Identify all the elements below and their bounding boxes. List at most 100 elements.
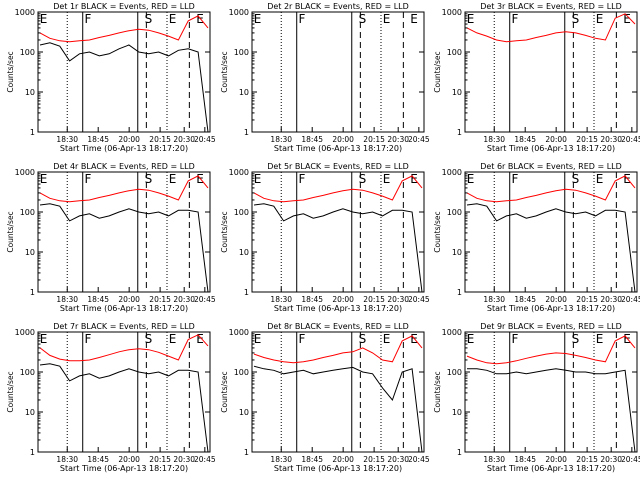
y-tick-label: 10 [25, 248, 35, 257]
y-axis-label: Counts/sec [6, 51, 15, 92]
x-tick-label: 20:45 [408, 135, 430, 144]
event-marker-label: E [596, 172, 604, 186]
x-axis-label: Start Time (06-Apr-13 18:17:20) [487, 464, 615, 473]
x-axis-label: Start Time (06-Apr-13 18:17:20) [60, 464, 188, 473]
panel-title: Det 1r BLACK = Events, RED = LLD [53, 2, 195, 11]
x-tick-label: 20:30 [387, 295, 409, 304]
x-tick-label: 20:15 [363, 455, 385, 464]
events-series-line [466, 203, 636, 293]
x-tick-label: 18:30 [270, 455, 292, 464]
x-tick-label: 18:45 [301, 295, 323, 304]
event-marker-label: E [467, 332, 475, 346]
y-tick-label: 1000 [229, 168, 249, 177]
events-series-line [253, 365, 423, 453]
panel-title: Det 9r BLACK = Events, RED = LLD [480, 322, 622, 331]
x-tick-label: 18:30 [270, 295, 292, 304]
y-tick-label: 10 [239, 408, 249, 417]
panel-title: Det 3r BLACK = Events, RED = LLD [480, 2, 622, 11]
events-series-line [467, 368, 636, 453]
event-marker-label: S [572, 172, 580, 186]
y-tick-label: 1 [457, 288, 462, 297]
x-tick-label: 20:00 [545, 455, 567, 464]
x-tick-label: 20:00 [332, 295, 354, 304]
x-tick-label: 20:00 [545, 135, 567, 144]
x-tick-label: 18:45 [514, 135, 536, 144]
x-tick-label: 20:45 [194, 295, 216, 304]
x-tick-label: 18:30 [56, 295, 78, 304]
y-axis-label: Counts/sec [220, 211, 229, 252]
x-tick-label: 18:45 [514, 295, 536, 304]
event-marker-label: E [254, 172, 262, 186]
x-tick-label: 20:15 [149, 135, 171, 144]
y-tick-label: 1000 [15, 328, 35, 337]
x-tick-label: 20:00 [545, 295, 567, 304]
axes-frame [464, 171, 638, 293]
x-tick-label: 20:30 [173, 135, 195, 144]
x-tick-label: 20:45 [621, 455, 640, 464]
event-marker-label: E [169, 172, 177, 186]
x-tick-label: 20:15 [363, 295, 385, 304]
y-tick-label: 100 [20, 208, 35, 217]
panel-title: Det 7r BLACK = Events, RED = LLD [53, 322, 195, 331]
x-tick-label: 20:30 [600, 455, 622, 464]
event-marker-label: E [169, 332, 177, 346]
x-tick-label: 20:45 [408, 295, 430, 304]
lld-series-line [253, 175, 423, 203]
x-tick-label: 18:45 [301, 135, 323, 144]
axes-frame [251, 331, 425, 453]
axes-frame [251, 11, 425, 133]
x-tick-label: 20:00 [332, 455, 354, 464]
y-tick-label: 100 [20, 48, 35, 57]
event-marker-label: E [383, 332, 391, 346]
x-tick-label: 20:30 [600, 135, 622, 144]
event-marker-label: E [383, 172, 391, 186]
y-axis-label: Counts/sec [6, 371, 15, 412]
x-axis-label: Start Time (06-Apr-13 18:17:20) [487, 144, 615, 153]
x-tick-label: 18:45 [514, 455, 536, 464]
panel-title: Det 5r BLACK = Events, RED = LLD [267, 162, 409, 171]
panel-title: Det 6r BLACK = Events, RED = LLD [480, 162, 622, 171]
x-tick-label: 20:15 [149, 455, 171, 464]
y-tick-label: 10 [452, 408, 462, 417]
lld-series-line [466, 175, 636, 203]
x-axis-label: Start Time (06-Apr-13 18:17:20) [487, 304, 615, 313]
x-tick-label: 18:45 [87, 135, 109, 144]
x-tick-label: 18:45 [87, 455, 109, 464]
lld-series-line [253, 335, 423, 364]
x-axis-label: Start Time (06-Apr-13 18:17:20) [274, 144, 402, 153]
event-marker-label: E [596, 332, 604, 346]
y-tick-label: 1 [457, 128, 462, 137]
x-axis-label: Start Time (06-Apr-13 18:17:20) [274, 304, 402, 313]
lld-series-line [466, 335, 636, 365]
y-tick-label: 1000 [442, 8, 462, 17]
event-marker-label: E [596, 12, 604, 26]
event-marker-label: E [40, 12, 48, 26]
x-tick-label: 20:15 [149, 295, 171, 304]
event-marker-label: E [169, 12, 177, 26]
panel-title: Det 2r BLACK = Events, RED = LLD [267, 2, 409, 11]
y-tick-label: 1 [244, 288, 249, 297]
y-tick-label: 1 [30, 128, 35, 137]
x-axis-label: Start Time (06-Apr-13 18:17:20) [274, 464, 402, 473]
y-axis-label: Counts/sec [433, 371, 442, 412]
axes-frame [464, 11, 638, 133]
x-tick-label: 20:15 [576, 135, 598, 144]
events-series-line [39, 42, 209, 133]
x-tick-label: 20:15 [363, 135, 385, 144]
event-marker-label: S [359, 12, 367, 26]
x-tick-label: 20:30 [387, 135, 409, 144]
x-tick-label: 20:30 [173, 295, 195, 304]
y-tick-label: 1000 [15, 8, 35, 17]
y-tick-label: 10 [239, 248, 249, 257]
y-tick-label: 10 [452, 248, 462, 257]
y-tick-label: 1000 [229, 328, 249, 337]
event-marker-label: E [40, 172, 48, 186]
lld-series-line [466, 13, 636, 43]
x-axis-label: Start Time (06-Apr-13 18:17:20) [60, 304, 188, 313]
event-marker-label: E [467, 172, 475, 186]
